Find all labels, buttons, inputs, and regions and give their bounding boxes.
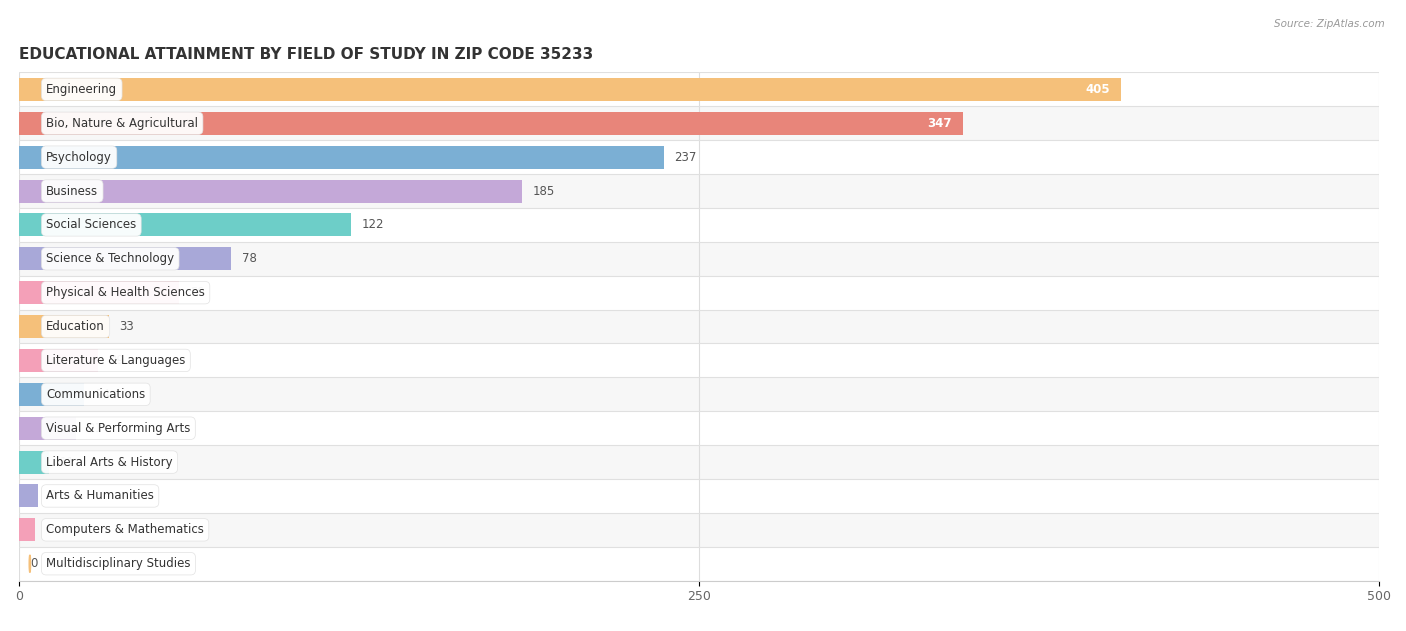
Bar — [20, 547, 1379, 581]
Text: Source: ZipAtlas.com: Source: ZipAtlas.com — [1274, 19, 1385, 29]
Bar — [20, 445, 1379, 479]
Bar — [20, 276, 1379, 310]
Bar — [20, 383, 84, 406]
Text: Physical & Health Sciences: Physical & Health Sciences — [46, 286, 205, 299]
Bar — [20, 112, 963, 135]
Bar — [20, 242, 1379, 276]
Bar — [20, 479, 1379, 513]
Bar — [20, 213, 352, 237]
Text: 7: 7 — [49, 490, 56, 502]
Bar — [20, 140, 1379, 174]
Bar — [20, 146, 664, 168]
Text: Literature & Languages: Literature & Languages — [46, 354, 186, 367]
Text: Education: Education — [46, 320, 105, 333]
Text: 33: 33 — [120, 320, 135, 333]
Bar — [20, 518, 35, 541]
Bar — [20, 174, 1379, 208]
Text: 24: 24 — [96, 388, 110, 401]
Bar — [20, 377, 1379, 411]
Text: Liberal Arts & History: Liberal Arts & History — [46, 456, 173, 469]
Text: 122: 122 — [361, 218, 384, 232]
Bar — [20, 485, 38, 507]
Text: 11: 11 — [60, 456, 75, 469]
Text: 59: 59 — [190, 286, 205, 299]
Text: Social Sciences: Social Sciences — [46, 218, 136, 232]
Text: Business: Business — [46, 184, 98, 198]
Text: 29: 29 — [108, 354, 124, 367]
Bar — [20, 78, 1121, 101]
Bar — [20, 179, 522, 203]
Bar — [20, 349, 98, 372]
Text: EDUCATIONAL ATTAINMENT BY FIELD OF STUDY IN ZIP CODE 35233: EDUCATIONAL ATTAINMENT BY FIELD OF STUDY… — [20, 47, 593, 62]
Bar — [20, 73, 1379, 106]
Text: 78: 78 — [242, 252, 257, 265]
Bar — [20, 315, 108, 338]
Bar — [20, 343, 1379, 377]
Text: 0: 0 — [30, 557, 37, 570]
Bar — [20, 281, 180, 304]
Text: Bio, Nature & Agricultural: Bio, Nature & Agricultural — [46, 117, 198, 130]
Bar — [20, 451, 49, 474]
Text: 6: 6 — [46, 523, 53, 536]
Text: Visual & Performing Arts: Visual & Performing Arts — [46, 422, 191, 435]
Text: Computers & Mathematics: Computers & Mathematics — [46, 523, 204, 536]
Text: 405: 405 — [1085, 83, 1109, 96]
Text: Multidisciplinary Studies: Multidisciplinary Studies — [46, 557, 191, 570]
Bar — [20, 310, 1379, 343]
Text: Communications: Communications — [46, 388, 145, 401]
Text: Engineering: Engineering — [46, 83, 117, 96]
Text: 185: 185 — [533, 184, 555, 198]
Text: 237: 237 — [675, 151, 697, 163]
Text: Arts & Humanities: Arts & Humanities — [46, 490, 155, 502]
Bar — [20, 513, 1379, 547]
Bar — [20, 208, 1379, 242]
Bar — [20, 411, 1379, 445]
Text: 347: 347 — [928, 117, 952, 130]
Bar — [20, 247, 231, 270]
Text: 21: 21 — [87, 422, 103, 435]
Bar — [20, 416, 76, 440]
Bar — [20, 106, 1379, 140]
Text: Psychology: Psychology — [46, 151, 112, 163]
Text: Science & Technology: Science & Technology — [46, 252, 174, 265]
